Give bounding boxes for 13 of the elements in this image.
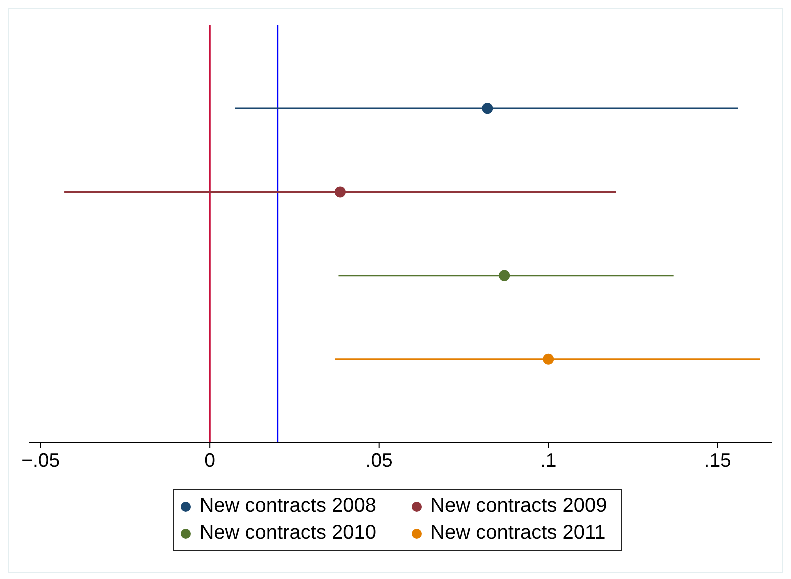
x-tick-label: −.05 (22, 450, 60, 472)
point (543, 354, 554, 365)
legend-label: New contracts 2010 (200, 522, 376, 545)
point (499, 270, 510, 282)
point (334, 186, 346, 198)
legend-label: New contracts 2011 (430, 522, 606, 545)
x-tick-label: .05 (366, 450, 394, 472)
x-tick-label: .1 (540, 450, 557, 472)
point (482, 103, 494, 114)
x-tick-label: .15 (704, 450, 732, 472)
legend-label: New contracts 2009 (430, 495, 608, 518)
x-tick-label: 0 (204, 450, 216, 472)
legend-label: New contracts 2008 (200, 495, 376, 518)
